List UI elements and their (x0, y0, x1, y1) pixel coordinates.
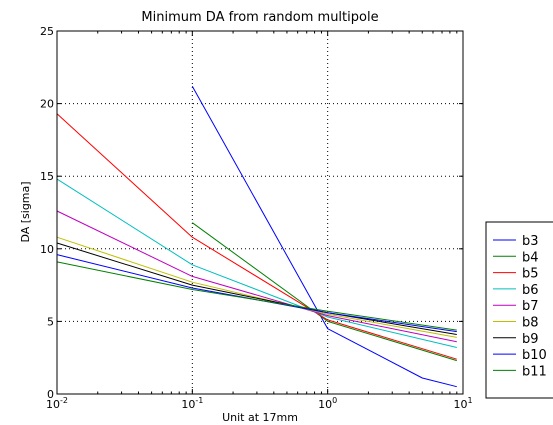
legend-label-b4: b4 (522, 250, 539, 265)
series-line-b8 (56, 236, 457, 338)
y-tick-label: 10 (40, 243, 54, 256)
y-tick-label: 0 (47, 388, 54, 401)
x-tick-label: 100 (318, 396, 337, 411)
series-lines (56, 85, 457, 388)
y-tick-label: 25 (40, 25, 54, 38)
ticks (56, 30, 464, 395)
series-line-b11 (56, 261, 457, 331)
y-axis-label: DA [sigma] (19, 181, 32, 242)
series-line-b3 (191, 85, 457, 388)
legend-label-b11: b11 (522, 364, 547, 379)
legend-label-b9: b9 (522, 332, 539, 347)
series-line-b7 (56, 210, 457, 343)
y-tick-label: 15 (40, 170, 54, 183)
y-tick-label: 20 (40, 98, 54, 111)
x-tick-labels: 10-2 10-1 100 101 (46, 396, 473, 411)
legend-label-b7: b7 (522, 299, 539, 314)
x-tick-label: 10-2 (46, 396, 68, 411)
chart-title: Minimum DA from random multipole (141, 10, 378, 25)
legend-box (485, 221, 553, 399)
series-line-b9 (56, 242, 457, 335)
x-tick-label: 10-1 (181, 396, 203, 411)
legend-label-b5: b5 (522, 267, 539, 282)
series-line-b6 (56, 178, 457, 348)
legend-label-b8: b8 (522, 316, 539, 331)
plot-frame (56, 30, 464, 395)
legend-label-b3: b3 (522, 234, 539, 249)
series-line-b4 (192, 222, 457, 362)
x-tick-label: 101 (453, 396, 472, 411)
grid (57, 31, 463, 394)
y-tick-labels: 0 5 10 15 20 25 (40, 25, 54, 401)
legend-label-b10: b10 (522, 348, 547, 363)
series-line-b5 (56, 113, 457, 360)
x-axis-label: Unit at 17mm (222, 411, 298, 424)
y-tick-label: 5 (47, 315, 54, 328)
legend-label-b6: b6 (522, 283, 539, 298)
